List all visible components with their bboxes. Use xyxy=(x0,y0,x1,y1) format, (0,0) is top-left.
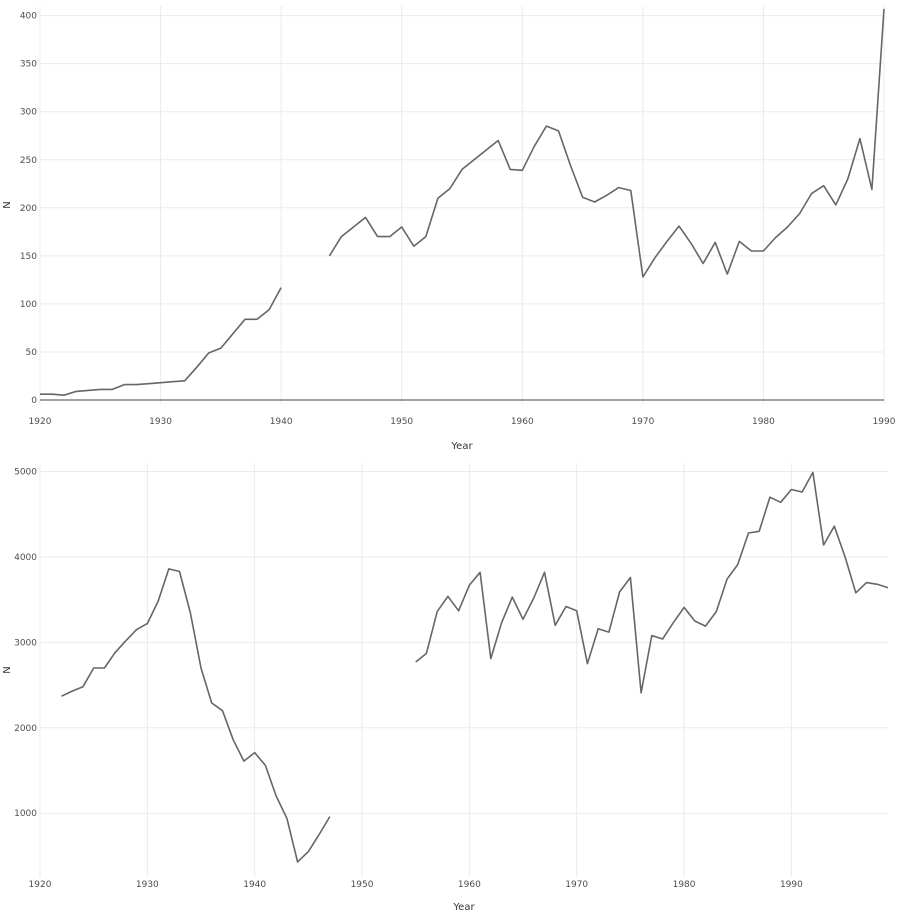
x-tick-label: 1930 xyxy=(149,417,172,427)
x-tick-label: 1930 xyxy=(136,880,159,890)
chart-top: 1920 1930 1940 1950 1960 1970 1980 1990 0 50 100 15… xyxy=(2,6,896,452)
chart-bottom: 1920 1930 1940 1950 1960 1970 1980 1990 1000 2000… xyxy=(2,463,889,913)
y-axis-title: N xyxy=(2,666,13,673)
x-tick-label: 1950 xyxy=(390,417,413,427)
series-line-segment xyxy=(61,568,331,863)
series-line-segment xyxy=(328,8,885,278)
y-tick-label: 200 xyxy=(20,204,37,214)
y-tick-label: 150 xyxy=(20,252,37,262)
y-tick-label: 50 xyxy=(26,348,38,358)
series-line-segment xyxy=(415,471,889,694)
x-axis-title: Year xyxy=(450,441,473,452)
x-tick-label: 1990 xyxy=(873,417,896,427)
x-axis-title: Year xyxy=(452,902,475,913)
x-tick-label: 1990 xyxy=(780,880,803,890)
y-tick-label: 400 xyxy=(20,12,37,22)
y-tick-label: 250 xyxy=(20,156,37,166)
y-axis-title: N xyxy=(2,201,13,208)
y-tick-label: 3000 xyxy=(14,638,37,648)
series-line-segment xyxy=(40,287,282,396)
x-tick-label: 1950 xyxy=(351,880,374,890)
x-tick-label: 1980 xyxy=(673,880,696,890)
y-tick-label: 350 xyxy=(20,60,37,70)
x-tick-label: 1980 xyxy=(752,417,775,427)
y-tick-label: 300 xyxy=(20,108,37,118)
x-tick-label: 1920 xyxy=(29,880,52,890)
x-tick-label: 1940 xyxy=(270,417,293,427)
x-tick-label: 1970 xyxy=(631,417,654,427)
x-tick-label: 1960 xyxy=(458,880,481,890)
x-tick-label: 1940 xyxy=(243,880,266,890)
y-tick-label: 1000 xyxy=(14,809,37,819)
y-tick-label: 100 xyxy=(20,300,37,310)
y-tick-label: 4000 xyxy=(14,553,37,563)
y-tick-label: 5000 xyxy=(14,468,37,478)
y-tick-label: 0 xyxy=(31,396,37,406)
x-tick-label: 1960 xyxy=(511,417,534,427)
y-tick-label: 2000 xyxy=(14,724,37,734)
x-tick-label: 1970 xyxy=(565,880,588,890)
x-tick-label: 1920 xyxy=(29,417,52,427)
